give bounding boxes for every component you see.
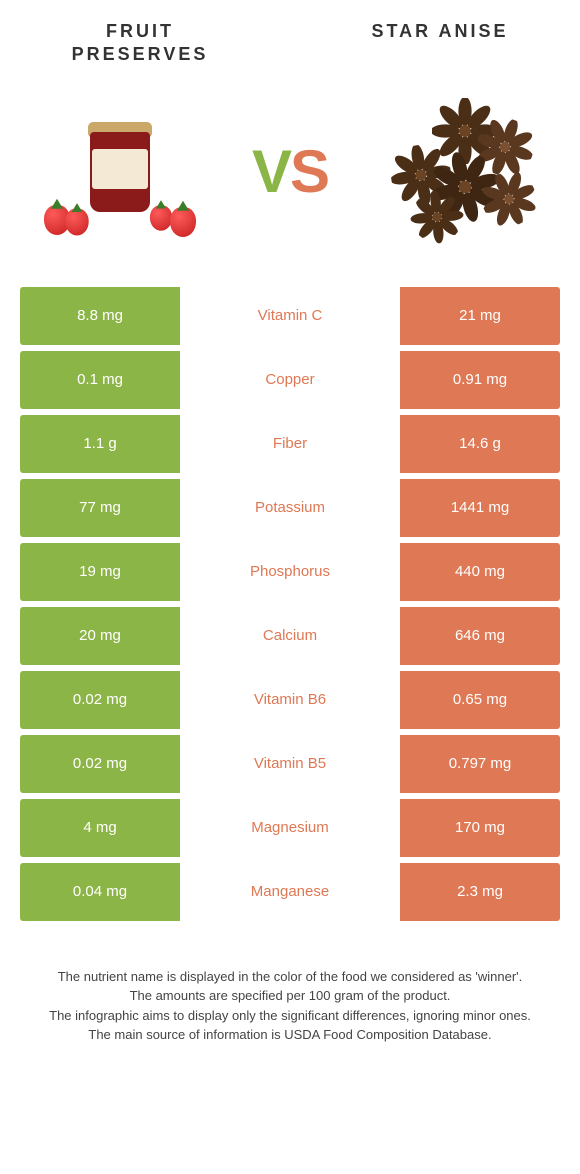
right-image: [370, 92, 550, 252]
left-value: 0.02 mg: [20, 671, 180, 729]
left-value: 19 mg: [20, 543, 180, 601]
right-value: 0.91 mg: [400, 351, 560, 409]
right-value: 170 mg: [400, 799, 560, 857]
right-value: 14.6 g: [400, 415, 560, 473]
nutrient-label: Phosphorus: [180, 543, 400, 601]
right-value: 440 mg: [400, 543, 560, 601]
left-image: [30, 92, 210, 252]
table-row: 0.1 mgCopper0.91 mg: [20, 351, 560, 409]
left-value: 0.1 mg: [20, 351, 180, 409]
right-title: Star anise: [340, 20, 540, 67]
nutrient-label: Copper: [180, 351, 400, 409]
left-value: 4 mg: [20, 799, 180, 857]
left-value: 20 mg: [20, 607, 180, 665]
left-value: 77 mg: [20, 479, 180, 537]
nutrient-label: Fiber: [180, 415, 400, 473]
nutrient-label: Magnesium: [180, 799, 400, 857]
star-anise-icon: [375, 97, 545, 247]
nutrient-label: Calcium: [180, 607, 400, 665]
table-row: 0.02 mgVitamin B60.65 mg: [20, 671, 560, 729]
table-row: 77 mgPotassium1441 mg: [20, 479, 560, 537]
header: Fruit preserves Star anise: [0, 0, 580, 67]
table-row: 1.1 gFiber14.6 g: [20, 415, 560, 473]
table-row: 8.8 mgVitamin C21 mg: [20, 287, 560, 345]
footer-line: The amounts are specified per 100 gram o…: [30, 986, 550, 1006]
nutrient-label: Vitamin C: [180, 287, 400, 345]
image-row: V S: [0, 67, 580, 287]
comparison-table: 8.8 mgVitamin C21 mg 0.1 mgCopper0.91 mg 1…: [0, 287, 580, 921]
table-row: 0.02 mgVitamin B50.797 mg: [20, 735, 560, 793]
footer-line: The nutrient name is displayed in the co…: [30, 967, 550, 987]
right-value: 21 mg: [400, 287, 560, 345]
table-row: 19 mgPhosphorus440 mg: [20, 543, 560, 601]
footer-notes: The nutrient name is displayed in the co…: [0, 927, 580, 1045]
table-row: 4 mgMagnesium170 mg: [20, 799, 560, 857]
jam-jar-icon: [40, 107, 200, 237]
footer-line: The infographic aims to display only the…: [30, 1006, 550, 1026]
left-value: 8.8 mg: [20, 287, 180, 345]
left-title: Fruit preserves: [40, 20, 240, 67]
left-value: 1.1 g: [20, 415, 180, 473]
nutrient-label: Potassium: [180, 479, 400, 537]
right-value: 1441 mg: [400, 479, 560, 537]
left-value: 0.04 mg: [20, 863, 180, 921]
right-value: 0.65 mg: [400, 671, 560, 729]
table-row: 20 mgCalcium646 mg: [20, 607, 560, 665]
nutrient-label: Manganese: [180, 863, 400, 921]
vs-label: V S: [252, 142, 328, 202]
vs-s: S: [290, 142, 328, 202]
right-value: 0.797 mg: [400, 735, 560, 793]
right-value: 646 mg: [400, 607, 560, 665]
nutrient-label: Vitamin B5: [180, 735, 400, 793]
table-row: 0.04 mgManganese2.3 mg: [20, 863, 560, 921]
left-value: 0.02 mg: [20, 735, 180, 793]
right-value: 2.3 mg: [400, 863, 560, 921]
footer-line: The main source of information is USDA F…: [30, 1025, 550, 1045]
vs-v: V: [252, 142, 290, 202]
nutrient-label: Vitamin B6: [180, 671, 400, 729]
